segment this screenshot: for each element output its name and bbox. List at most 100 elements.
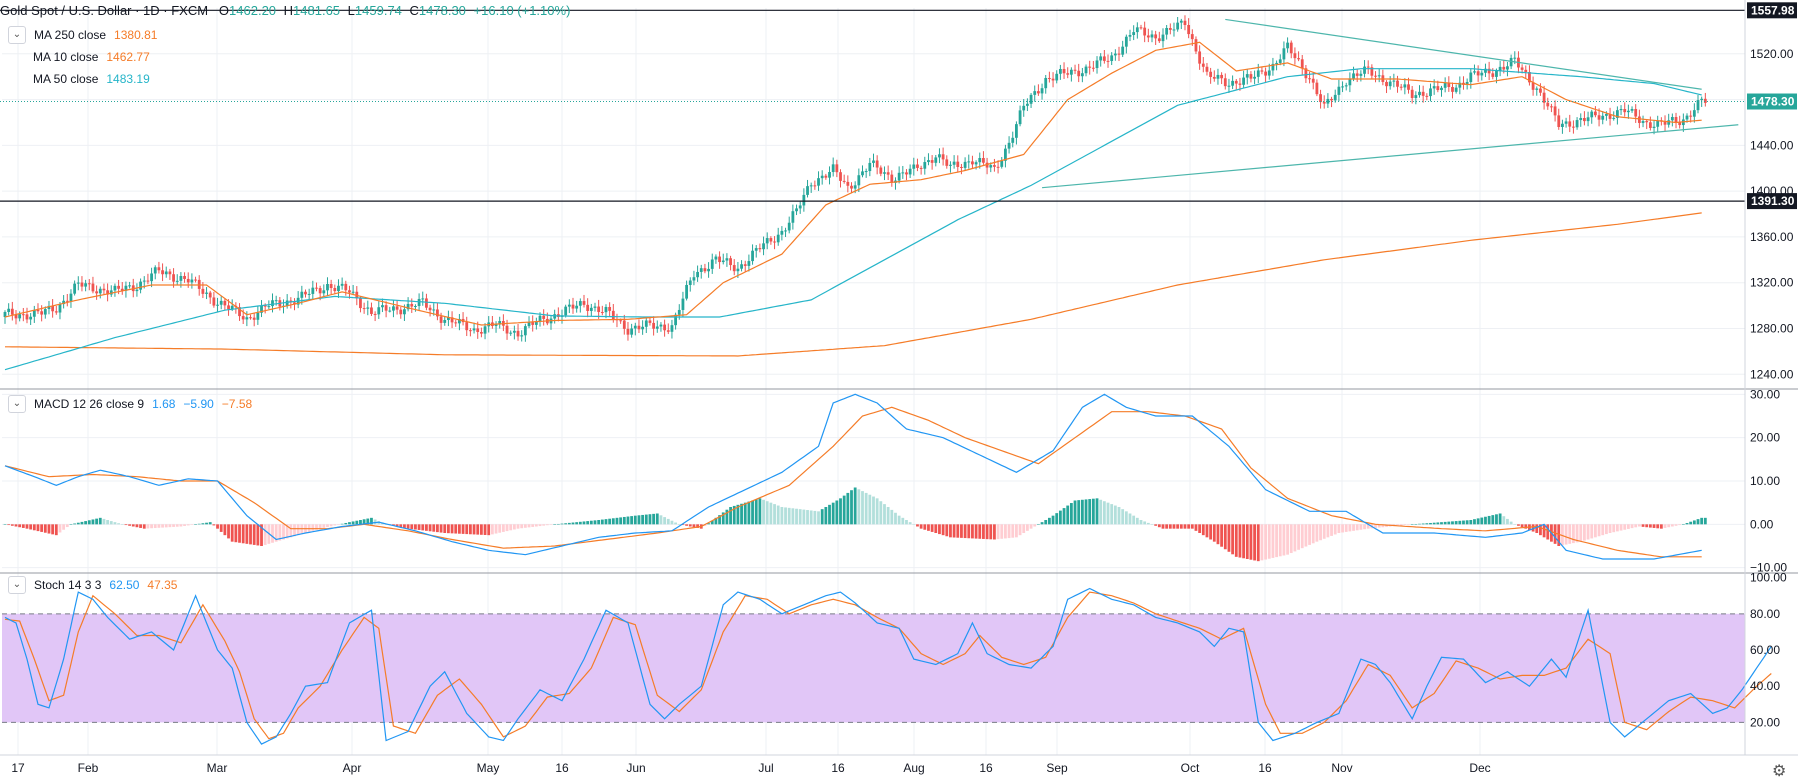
macd-histogram-bar: [1124, 511, 1128, 525]
candle-body: [384, 305, 388, 311]
macd-histogram-bar: [560, 523, 564, 525]
y-tick-label: 1240.00: [1750, 367, 1794, 381]
y-tick-label: 1320.00: [1750, 276, 1794, 290]
candle-body: [872, 160, 875, 163]
candle-body: [322, 290, 326, 294]
candle-body: [853, 185, 857, 189]
macd-histogram-bar: [1062, 508, 1066, 525]
candle-body: [1480, 72, 1484, 76]
candle-body: [153, 267, 157, 274]
y-tick-label: 10.00: [1750, 474, 1780, 488]
macd-histogram-bar: [663, 517, 667, 525]
candle-body: [1700, 98, 1704, 101]
candle-body: [1161, 34, 1165, 42]
legend-row-ma10[interactable]: MA 10 close 1462.77: [8, 46, 165, 68]
candle-body: [1443, 83, 1447, 88]
macd-histogram-bar: [1220, 524, 1224, 547]
macd-histogram-bar: [890, 509, 894, 525]
macd-histogram-bar: [1117, 507, 1121, 525]
candle-body: [1348, 78, 1352, 86]
candle-body: [1231, 80, 1235, 86]
candle-body: [142, 280, 146, 282]
macd-histogram-bar: [1286, 524, 1289, 555]
macd-histogram-bar: [633, 515, 637, 525]
stoch-value-1: 62.50: [109, 578, 140, 592]
resistance-price-tag: 1557.98: [1751, 3, 1795, 17]
macd-histogram-bar: [450, 524, 454, 534]
candle-body: [1667, 120, 1671, 125]
candle-body: [1337, 86, 1341, 95]
candle-body: [1179, 20, 1183, 23]
ma250-name: MA 250 close: [34, 28, 107, 42]
macd-histogram-bar: [1330, 524, 1333, 536]
macd-histogram-bar: [820, 509, 824, 525]
candle-body: [498, 321, 502, 325]
collapse-chevron-icon[interactable]: ⌄: [8, 395, 26, 413]
candle-body: [952, 161, 956, 165]
candle-body: [1388, 81, 1392, 87]
candle-body: [971, 161, 974, 165]
macd-histogram-bar: [1656, 524, 1660, 529]
candle-body: [241, 316, 245, 320]
candle-body: [707, 268, 710, 272]
candle-body: [388, 310, 392, 312]
close-label: C: [409, 3, 419, 18]
candle-body: [699, 268, 703, 272]
candle-body: [36, 309, 40, 312]
candle-body: [897, 172, 901, 181]
candle-body: [1319, 94, 1322, 103]
macd-histogram-bar: [930, 524, 934, 532]
candle-body: [791, 211, 795, 223]
candle-body: [1205, 66, 1209, 72]
candle-body: [1212, 76, 1216, 79]
candle-body: [674, 314, 678, 326]
macd-histogram-bar: [531, 524, 535, 527]
macd-histogram-bar: [113, 522, 117, 525]
macd-histogram-bar: [1381, 524, 1385, 528]
legend-row-ma50[interactable]: MA 50 close 1483.19: [8, 68, 165, 90]
macd-histogram-bar: [630, 516, 634, 525]
macd-histogram-bar: [1073, 500, 1077, 525]
macd-histogram-bar: [1440, 522, 1443, 525]
macd-histogram-bar: [69, 524, 73, 525]
candle-body: [1513, 57, 1517, 59]
macd-histogram-bar: [1436, 522, 1440, 525]
macd-histogram-bar: [278, 524, 282, 541]
candle-body: [659, 324, 663, 327]
candle-body: [1366, 66, 1370, 68]
macd-histogram-bar: [1407, 524, 1410, 525]
candle-body: [1110, 55, 1114, 62]
macd-histogram-bar: [172, 524, 175, 527]
candle-body: [868, 162, 872, 172]
candle-body: [1458, 82, 1462, 88]
candle-body: [509, 332, 513, 334]
macd-histogram-bar: [1033, 524, 1037, 527]
legend-row-stoch[interactable]: ⌄ Stoch 14 3 3 62.50 47.35: [8, 574, 185, 596]
macd-histogram-bar: [315, 524, 318, 530]
candle-body: [1300, 59, 1304, 69]
gear-icon[interactable]: ⚙: [1772, 763, 1786, 780]
legend-row-ma250[interactable]: ⌄ MA 250 close 1380.81: [8, 24, 165, 46]
legend-row-macd[interactable]: ⌄ MACD 12 26 close 9 1.68 −5.90 −7.58: [8, 393, 260, 415]
macd-histogram-bar: [1102, 501, 1106, 525]
collapse-chevron-icon[interactable]: ⌄: [8, 576, 26, 594]
close-value: 1478.30: [418, 3, 466, 18]
collapse-chevron-icon[interactable]: ⌄: [8, 26, 26, 44]
candle-body: [864, 171, 868, 173]
macd-histogram-bar: [428, 524, 432, 532]
candle-body: [831, 164, 835, 173]
macd-histogram-bar: [263, 524, 267, 545]
macd-histogram-bar: [311, 524, 315, 531]
macd-histogram-bar: [831, 502, 835, 525]
candle-body: [1469, 72, 1473, 83]
candle-body: [1436, 86, 1440, 91]
macd-histogram-bar: [817, 511, 820, 525]
macd-histogram-bar: [729, 507, 732, 525]
candle-body: [25, 314, 29, 320]
candle-body: [227, 305, 230, 310]
macd-histogram-bar: [718, 515, 721, 525]
macd-histogram-bar: [1546, 524, 1550, 540]
candle-body: [274, 300, 278, 302]
candle-body: [1524, 69, 1528, 72]
